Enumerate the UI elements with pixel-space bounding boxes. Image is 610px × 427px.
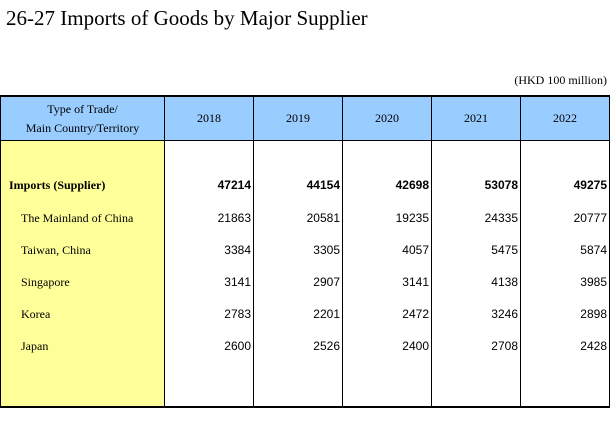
cell-value: 3305 bbox=[253, 234, 343, 266]
cell-value: 2201 bbox=[253, 298, 343, 330]
cell-value: 24335 bbox=[431, 202, 521, 234]
cell-value: 3141 bbox=[164, 266, 254, 298]
row-label: Singapore bbox=[0, 266, 165, 298]
table-row: Singapore 3141 2907 3141 4138 3985 bbox=[0, 266, 610, 298]
bottom-spacer-row bbox=[0, 362, 610, 408]
type-header-line2: Main Country/Territory bbox=[25, 120, 140, 135]
spacer-row bbox=[0, 140, 610, 168]
cell-value: 2472 bbox=[342, 298, 432, 330]
cell-value: 5874 bbox=[520, 234, 610, 266]
row-label: Imports (Supplier) bbox=[0, 168, 165, 202]
cell-value: 20777 bbox=[520, 202, 610, 234]
imports-table: Type of Trade/ Main Country/Territory 20… bbox=[0, 95, 610, 408]
cell-value: 19235 bbox=[342, 202, 432, 234]
row-label: Japan bbox=[0, 330, 165, 362]
cell-value: 2526 bbox=[253, 330, 343, 362]
cell-value: 2783 bbox=[164, 298, 254, 330]
cell-value: 2898 bbox=[520, 298, 610, 330]
cell-value: 44154 bbox=[253, 168, 343, 202]
cell-value: 21863 bbox=[164, 202, 254, 234]
cell-value: 20581 bbox=[253, 202, 343, 234]
year-header-2022: 2022 bbox=[520, 95, 610, 141]
cell-value: 4138 bbox=[431, 266, 521, 298]
table-row: Japan 2600 2526 2400 2708 2428 bbox=[0, 330, 610, 362]
cell-value: 47214 bbox=[164, 168, 254, 202]
year-header-2019: 2019 bbox=[253, 95, 343, 141]
type-of-trade-header: Type of Trade/ Main Country/Territory bbox=[0, 95, 165, 141]
table-row: Korea 2783 2201 2472 3246 2898 bbox=[0, 298, 610, 330]
cell-value: 49275 bbox=[520, 168, 610, 202]
cell-value: 3141 bbox=[342, 266, 432, 298]
unit-label: (HKD 100 million) bbox=[514, 73, 607, 87]
table-row: The Mainland of China 21863 20581 19235 … bbox=[0, 202, 610, 234]
row-label: The Mainland of China bbox=[0, 202, 165, 234]
type-header-line1: Type of Trade/ bbox=[47, 101, 118, 116]
cell-value: 2907 bbox=[253, 266, 343, 298]
table-row: Imports (Supplier) 47214 44154 42698 530… bbox=[0, 168, 610, 202]
row-label: Korea bbox=[0, 298, 165, 330]
table-header-row: Type of Trade/ Main Country/Territory 20… bbox=[0, 95, 610, 141]
year-header-2018: 2018 bbox=[164, 95, 254, 141]
cell-value: 3985 bbox=[520, 266, 610, 298]
cell-value: 2600 bbox=[164, 330, 254, 362]
cell-value: 2400 bbox=[342, 330, 432, 362]
row-label: Taiwan, China bbox=[0, 234, 165, 266]
cell-value: 4057 bbox=[342, 234, 432, 266]
cell-value: 3384 bbox=[164, 234, 254, 266]
cell-value: 53078 bbox=[431, 168, 521, 202]
cell-value: 2708 bbox=[431, 330, 521, 362]
cell-value: 5475 bbox=[431, 234, 521, 266]
page-title: 26-27 Imports of Goods by Major Supplier bbox=[6, 6, 368, 30]
cell-value: 2428 bbox=[520, 330, 610, 362]
cell-value: 42698 bbox=[342, 168, 432, 202]
cell-value: 3246 bbox=[431, 298, 521, 330]
year-header-2021: 2021 bbox=[431, 95, 521, 141]
year-header-2020: 2020 bbox=[342, 95, 432, 141]
table-row: Taiwan, China 3384 3305 4057 5475 5874 bbox=[0, 234, 610, 266]
